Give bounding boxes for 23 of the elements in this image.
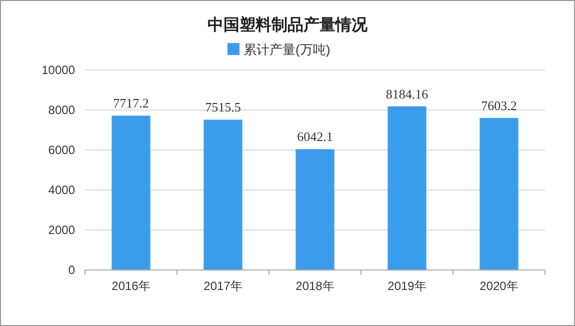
y-tick-label: 10000	[42, 63, 76, 77]
data-label: 7603.2	[481, 98, 517, 113]
y-tick-label: 6000	[48, 143, 76, 157]
y-tick-label: 0	[68, 263, 76, 277]
x-tick-label: 2017年	[204, 279, 242, 293]
bar	[204, 120, 242, 270]
legend-label: 累计产量(万吨)	[244, 42, 330, 57]
bar	[296, 149, 334, 270]
data-label: 8184.16	[386, 86, 429, 102]
y-tick-label: 8000	[48, 103, 76, 117]
data-label: 7515.5	[205, 100, 241, 115]
data-label: 6042.1	[297, 129, 333, 144]
x-tick-label: 2019年	[388, 279, 426, 293]
x-tick-label: 2016年	[112, 279, 150, 293]
x-tick-label: 2020年	[480, 279, 518, 293]
bar	[388, 106, 426, 270]
x-tick-label: 2018年	[296, 279, 334, 293]
y-tick-label: 4000	[48, 183, 76, 197]
chart-title: 中国塑料制品产量情况	[208, 15, 368, 34]
bar	[112, 116, 150, 270]
y-tick-label: 2000	[48, 223, 76, 237]
data-label: 7717.2	[113, 96, 149, 111]
bar	[480, 118, 518, 270]
